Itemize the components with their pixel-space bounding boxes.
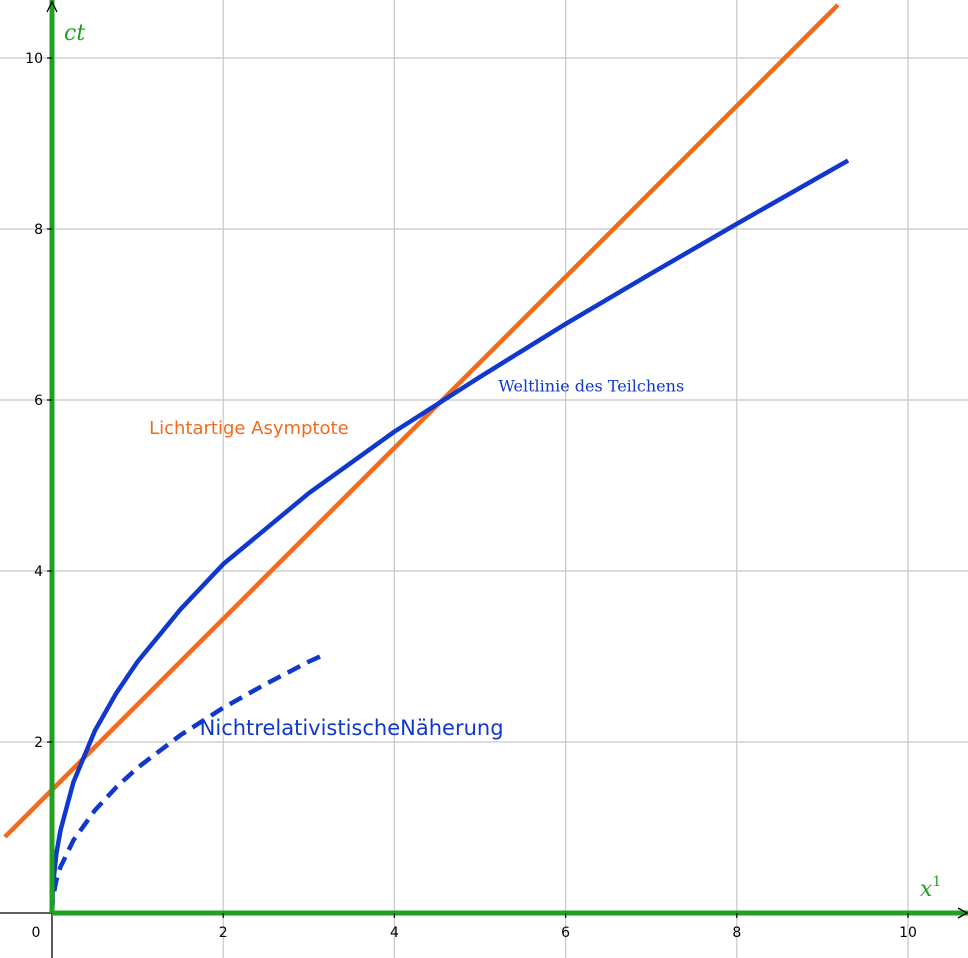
- x-tick-label-10: 10: [899, 925, 917, 941]
- series-line-weltlinie-des-teilchens: [49, 158, 850, 914]
- y-axis-label: ct: [64, 21, 85, 46]
- series-line-asymptote-extension: [3, 788, 54, 839]
- y-tick-label-6: 6: [34, 393, 43, 409]
- x-tick-label-0: 0: [32, 925, 41, 941]
- tick-labels: 0 2 4 6 8 10 2 4 6 8 10: [25, 51, 917, 941]
- series-line-nichtrelativistischen-herung: [49, 651, 327, 914]
- y-tick-label-8: 8: [34, 222, 43, 238]
- x-axis-arrow: [957, 907, 968, 919]
- annotation-labels: ct x1 Lichtartige Asymptote Weltlinie des T…: [64, 21, 941, 902]
- x-tick-label-2: 2: [219, 925, 228, 941]
- series-lines: [3, 3, 850, 914]
- y-tick-label-2: 2: [34, 735, 43, 751]
- annotation-label-2: Weltlinie des Teilchens: [498, 376, 684, 395]
- y-tick-label-4: 4: [34, 564, 43, 580]
- x-tick-label-4: 4: [390, 925, 399, 941]
- annotation-label-3: NichtrelativistischeNäherung: [200, 716, 504, 740]
- x-tick-label-6: 6: [561, 925, 570, 941]
- y-tick-label-10: 10: [25, 51, 43, 67]
- x-tick-label-8: 8: [732, 925, 741, 941]
- x-axis-label: x1: [920, 874, 941, 902]
- y-axis-arrow: [46, 0, 58, 13]
- annotation-label-1: Lichtartige Asymptote: [149, 418, 349, 439]
- x-axis-label-superscript: 1: [932, 874, 941, 890]
